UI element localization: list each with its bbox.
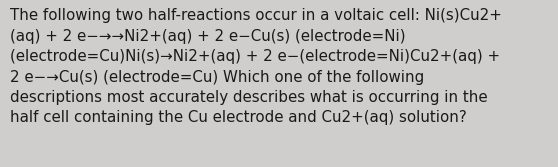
Text: The following two half-reactions occur in a voltaic cell: Ni(s)Cu2+
(aq) + 2 e−→: The following two half-reactions occur i… xyxy=(10,8,502,125)
